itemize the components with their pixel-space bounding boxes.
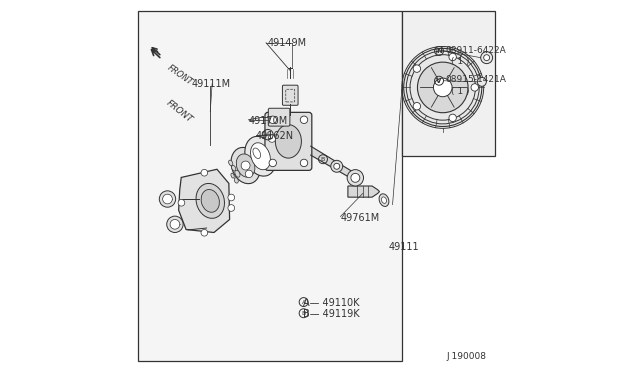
Circle shape (268, 135, 276, 142)
Ellipse shape (250, 143, 271, 170)
Circle shape (167, 216, 183, 232)
Circle shape (228, 205, 235, 211)
Circle shape (413, 65, 420, 72)
Circle shape (481, 52, 493, 64)
Ellipse shape (201, 189, 220, 212)
Circle shape (170, 219, 180, 229)
Text: ( 1 ): ( 1 ) (451, 57, 469, 66)
Circle shape (471, 84, 479, 91)
Ellipse shape (275, 125, 301, 158)
Circle shape (413, 103, 420, 110)
Circle shape (269, 116, 276, 124)
Text: B: B (321, 157, 325, 162)
Text: A: A (266, 132, 270, 137)
Circle shape (201, 230, 208, 236)
Polygon shape (348, 186, 380, 197)
Circle shape (163, 194, 172, 204)
Ellipse shape (381, 197, 387, 203)
Text: J 190008: J 190008 (447, 352, 486, 361)
Text: B— 49119K: B— 49119K (303, 310, 360, 319)
Ellipse shape (232, 165, 236, 171)
Ellipse shape (228, 160, 233, 166)
Text: A: A (301, 299, 306, 305)
Circle shape (417, 62, 468, 113)
Ellipse shape (245, 137, 276, 176)
Circle shape (300, 116, 308, 124)
FancyBboxPatch shape (268, 108, 290, 126)
Circle shape (178, 199, 185, 206)
Text: 49111: 49111 (389, 243, 419, 252)
Ellipse shape (231, 147, 260, 184)
Circle shape (449, 114, 456, 122)
Text: FRONT: FRONT (166, 63, 195, 87)
Text: 49170M: 49170M (248, 116, 288, 126)
Text: V: V (436, 78, 442, 84)
Circle shape (269, 159, 276, 167)
Circle shape (351, 173, 360, 182)
FancyBboxPatch shape (282, 85, 298, 105)
Ellipse shape (253, 148, 260, 158)
Text: A— 49110K: A— 49110K (303, 298, 360, 308)
Polygon shape (179, 169, 230, 232)
Circle shape (334, 163, 340, 169)
Circle shape (347, 170, 364, 186)
Circle shape (433, 78, 452, 97)
Text: N: N (436, 48, 442, 54)
Ellipse shape (379, 194, 389, 206)
Ellipse shape (196, 183, 225, 218)
Text: 49761M: 49761M (340, 213, 380, 222)
Ellipse shape (234, 178, 238, 183)
FancyBboxPatch shape (265, 112, 312, 170)
Text: 49149M: 49149M (267, 38, 307, 48)
Circle shape (477, 77, 486, 86)
Text: 08915-1421A: 08915-1421A (445, 76, 507, 84)
Circle shape (201, 169, 208, 176)
Ellipse shape (235, 170, 240, 177)
Text: 49111M: 49111M (191, 79, 231, 89)
Circle shape (245, 170, 253, 177)
Text: FRONT: FRONT (164, 99, 195, 125)
Text: 08911-6422A: 08911-6422A (445, 46, 506, 55)
Circle shape (331, 160, 342, 172)
Circle shape (241, 161, 250, 170)
Ellipse shape (231, 173, 234, 178)
Circle shape (228, 194, 235, 201)
Circle shape (484, 55, 490, 61)
Ellipse shape (236, 154, 255, 177)
Text: ( 1 ): ( 1 ) (451, 87, 469, 96)
Circle shape (404, 48, 482, 126)
Polygon shape (138, 11, 402, 361)
Polygon shape (402, 11, 495, 156)
Circle shape (449, 53, 456, 61)
Text: B: B (301, 311, 306, 316)
Text: 49162N: 49162N (256, 131, 294, 141)
Circle shape (300, 159, 308, 167)
Circle shape (159, 191, 175, 207)
